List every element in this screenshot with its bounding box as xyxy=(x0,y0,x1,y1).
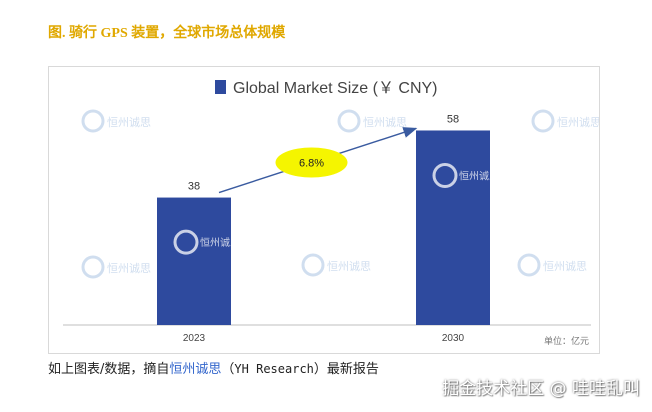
watermark-text: 恒州诚思 xyxy=(363,116,407,129)
watermark-logo: 恒州诚思 xyxy=(301,253,371,277)
watermark-logo: 恒州诚思 xyxy=(517,253,587,277)
watermark-text: 恒州诚思 xyxy=(107,262,151,275)
bar-watermark-icon: 恒州诚思 xyxy=(432,162,499,188)
chart-title: Global Market Size (￥ CNY) xyxy=(233,80,438,97)
caption-paren-open: （ xyxy=(221,362,235,377)
source-link[interactable]: 恒州诚思 xyxy=(169,362,222,377)
source-english-name: YH Research xyxy=(234,362,314,376)
caption: 如上图表/数据，摘自恒州诚思（YH Research）最新报告 xyxy=(48,358,379,377)
chart-frame: 恒州诚思 恒州诚思 恒州诚思 恒州诚思 恒州诚思 恒州诚思 Global Market S… xyxy=(48,66,600,354)
caption-suffix: 最新报告 xyxy=(326,362,379,377)
x-tick-label-2023: 2023 xyxy=(183,333,206,344)
watermark-text: 恒州诚思 xyxy=(327,260,371,273)
cagr-badge xyxy=(275,147,348,178)
watermark-logo: 恒州诚思 xyxy=(81,255,151,279)
footer-watermark: 掘金技术社区 @ 哇哇乱叫 xyxy=(442,379,640,399)
unit-note: 单位：亿元 xyxy=(544,335,589,347)
bar-2030 xyxy=(416,130,490,325)
watermark-logo: 恒州诚思 xyxy=(337,109,407,133)
watermark-text: 恒州诚思 xyxy=(543,260,587,273)
watermark-text: 恒州诚思 xyxy=(107,116,151,129)
bar-watermark-icon: 恒州诚思 xyxy=(173,229,240,255)
figure-title: 图. 骑行 GPS 装置，全球市场总体规模 xyxy=(48,26,286,41)
bar-watermark-text: 恒州诚思 xyxy=(459,169,499,182)
watermark-logo: 恒州诚思 xyxy=(531,109,599,133)
bar-2023 xyxy=(157,197,231,325)
watermark-logo: 恒州诚思 xyxy=(81,109,151,133)
watermark-text: 恒州诚思 xyxy=(557,116,599,129)
caption-prefix: 如上图表/数据，摘自 xyxy=(48,362,170,377)
legend-swatch xyxy=(215,80,226,94)
caption-paren-close: ） xyxy=(313,362,327,377)
x-tick-label-2030: 2030 xyxy=(442,333,465,344)
data-label-2023: 38 xyxy=(188,181,200,193)
data-label-2030: 58 xyxy=(447,113,459,125)
bar-watermark-text: 恒州诚思 xyxy=(200,236,240,249)
cagr-label: 6.8% xyxy=(299,158,324,170)
